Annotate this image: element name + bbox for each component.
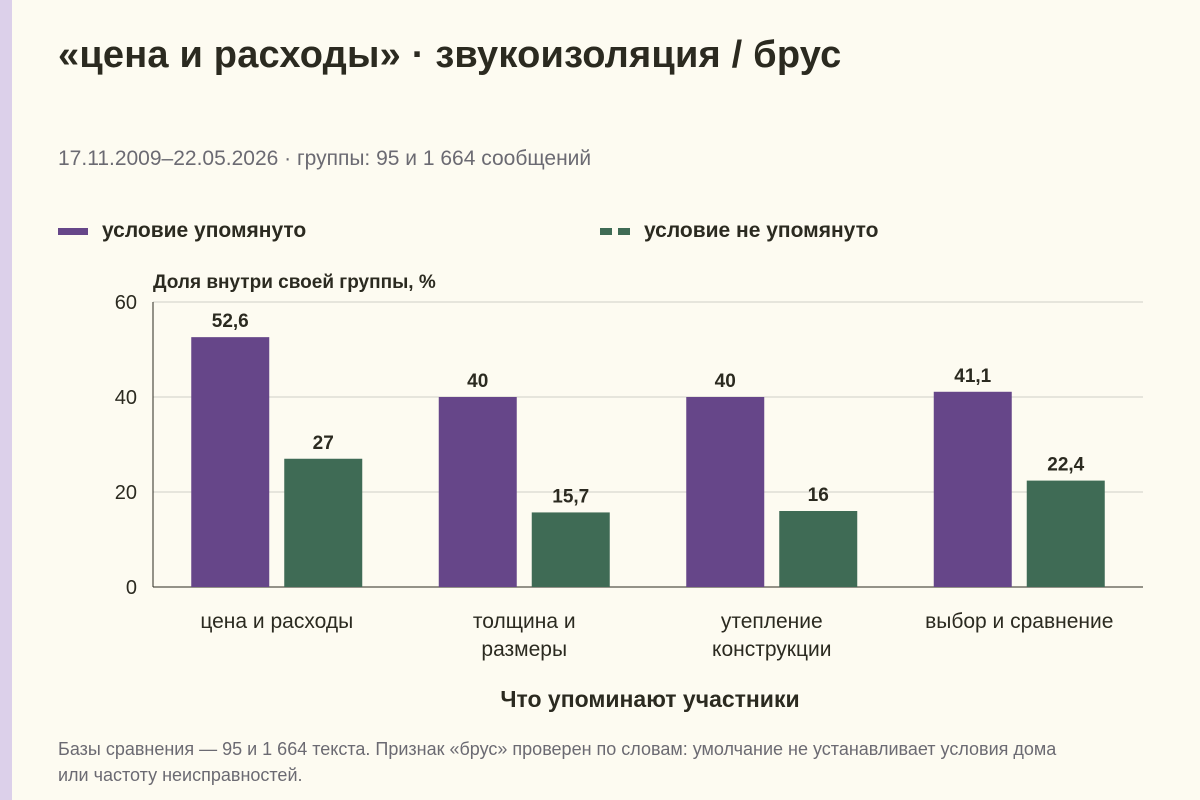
- legend-swatch-not-mentioned: [600, 227, 630, 235]
- legend-item-mentioned: условие упомянуто: [58, 219, 306, 243]
- bar-mentioned: [933, 391, 1012, 587]
- x-tick-label: толщина и размеры: [473, 610, 576, 661]
- x-tick-label: утепление конструкции: [712, 610, 831, 661]
- bar-not-mentioned: [531, 512, 610, 587]
- label-layer: 0 20 40 60 52,6 27 цена и расходы 40 15,7 толщина…: [115, 292, 1114, 661]
- data-label-not-mentioned: 16: [808, 485, 829, 506]
- y-axis-title: Доля внутри своей группы, %: [153, 272, 436, 293]
- x-tick-label-line: толщина и: [473, 610, 576, 633]
- bar-mentioned: [686, 397, 765, 587]
- x-tick-label-line: выбор и сравнение: [925, 610, 1113, 633]
- legend-label-not-mentioned: условие не упомянуто: [644, 219, 879, 242]
- x-axis-title: Что упоминают участники: [500, 686, 800, 712]
- data-label-mentioned: 41,1: [954, 366, 991, 387]
- data-label-not-mentioned: 27: [313, 433, 334, 454]
- x-tick-label: цена и расходы: [200, 610, 353, 633]
- y-tick-label: 20: [115, 482, 137, 504]
- chart-title: «цена и расходы» · звукоизоляция / брус: [58, 34, 842, 76]
- x-tick-label-line: цена и расходы: [200, 610, 353, 633]
- bar-not-mentioned: [1026, 480, 1105, 587]
- footnote: Базы сравнения — 95 и 1 664 текста. Приз…: [58, 739, 1057, 785]
- bar-not-mentioned: [779, 511, 858, 587]
- y-tick-label: 0: [126, 577, 137, 599]
- y-tick-label: 40: [115, 387, 137, 409]
- legend-swatch-mentioned: [58, 227, 88, 235]
- data-label-mentioned: 40: [715, 371, 736, 392]
- y-tick-label: 60: [115, 292, 137, 314]
- data-label-not-mentioned: 15,7: [552, 486, 589, 507]
- bar-layer: [191, 337, 1105, 587]
- x-tick-label: выбор и сравнение: [925, 610, 1113, 633]
- x-tick-label-line: утепление: [721, 610, 823, 633]
- x-tick-label-line: размеры: [481, 638, 567, 661]
- bar-not-mentioned: [284, 458, 363, 587]
- data-label-mentioned: 40: [467, 371, 488, 392]
- data-label-not-mentioned: 22,4: [1047, 455, 1084, 476]
- left-accent-bar: [0, 0, 12, 800]
- x-tick-label-line: конструкции: [712, 638, 831, 661]
- legend-item-not-mentioned: условие не упомянуто: [600, 219, 878, 243]
- data-label-mentioned: 52,6: [212, 311, 249, 332]
- bar-mentioned: [438, 397, 517, 587]
- chart-subtitle: 17.11.2009–22.05.2026 · группы: 95 и 1 6…: [58, 147, 592, 170]
- bar-mentioned: [191, 337, 270, 587]
- legend-label-mentioned: условие упомянуто: [102, 219, 307, 242]
